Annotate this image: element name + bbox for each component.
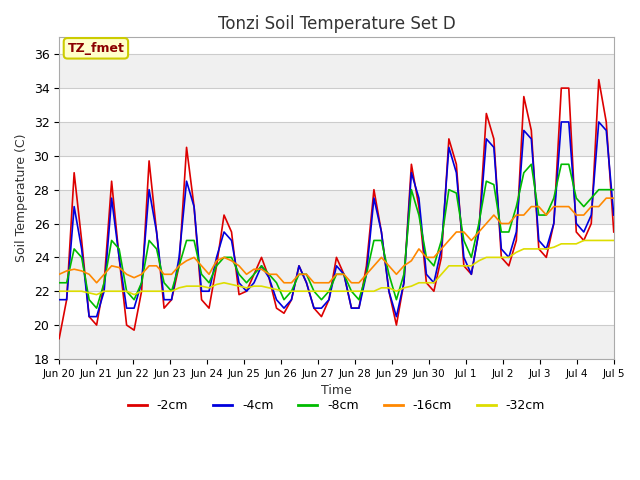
Bar xyxy=(59,190,614,224)
Bar xyxy=(59,54,614,88)
Text: TZ_fmet: TZ_fmet xyxy=(67,42,124,55)
Y-axis label: Soil Temperature (C): Soil Temperature (C) xyxy=(15,134,28,263)
Legend: -2cm, -4cm, -8cm, -16cm, -32cm: -2cm, -4cm, -8cm, -16cm, -32cm xyxy=(123,394,550,417)
Bar xyxy=(59,156,614,190)
Bar xyxy=(59,122,614,156)
Bar xyxy=(59,325,614,359)
Bar xyxy=(59,257,614,291)
Bar xyxy=(59,88,614,122)
Title: Tonzi Soil Temperature Set D: Tonzi Soil Temperature Set D xyxy=(218,15,455,33)
Bar xyxy=(59,224,614,257)
X-axis label: Time: Time xyxy=(321,384,352,397)
Bar xyxy=(59,291,614,325)
